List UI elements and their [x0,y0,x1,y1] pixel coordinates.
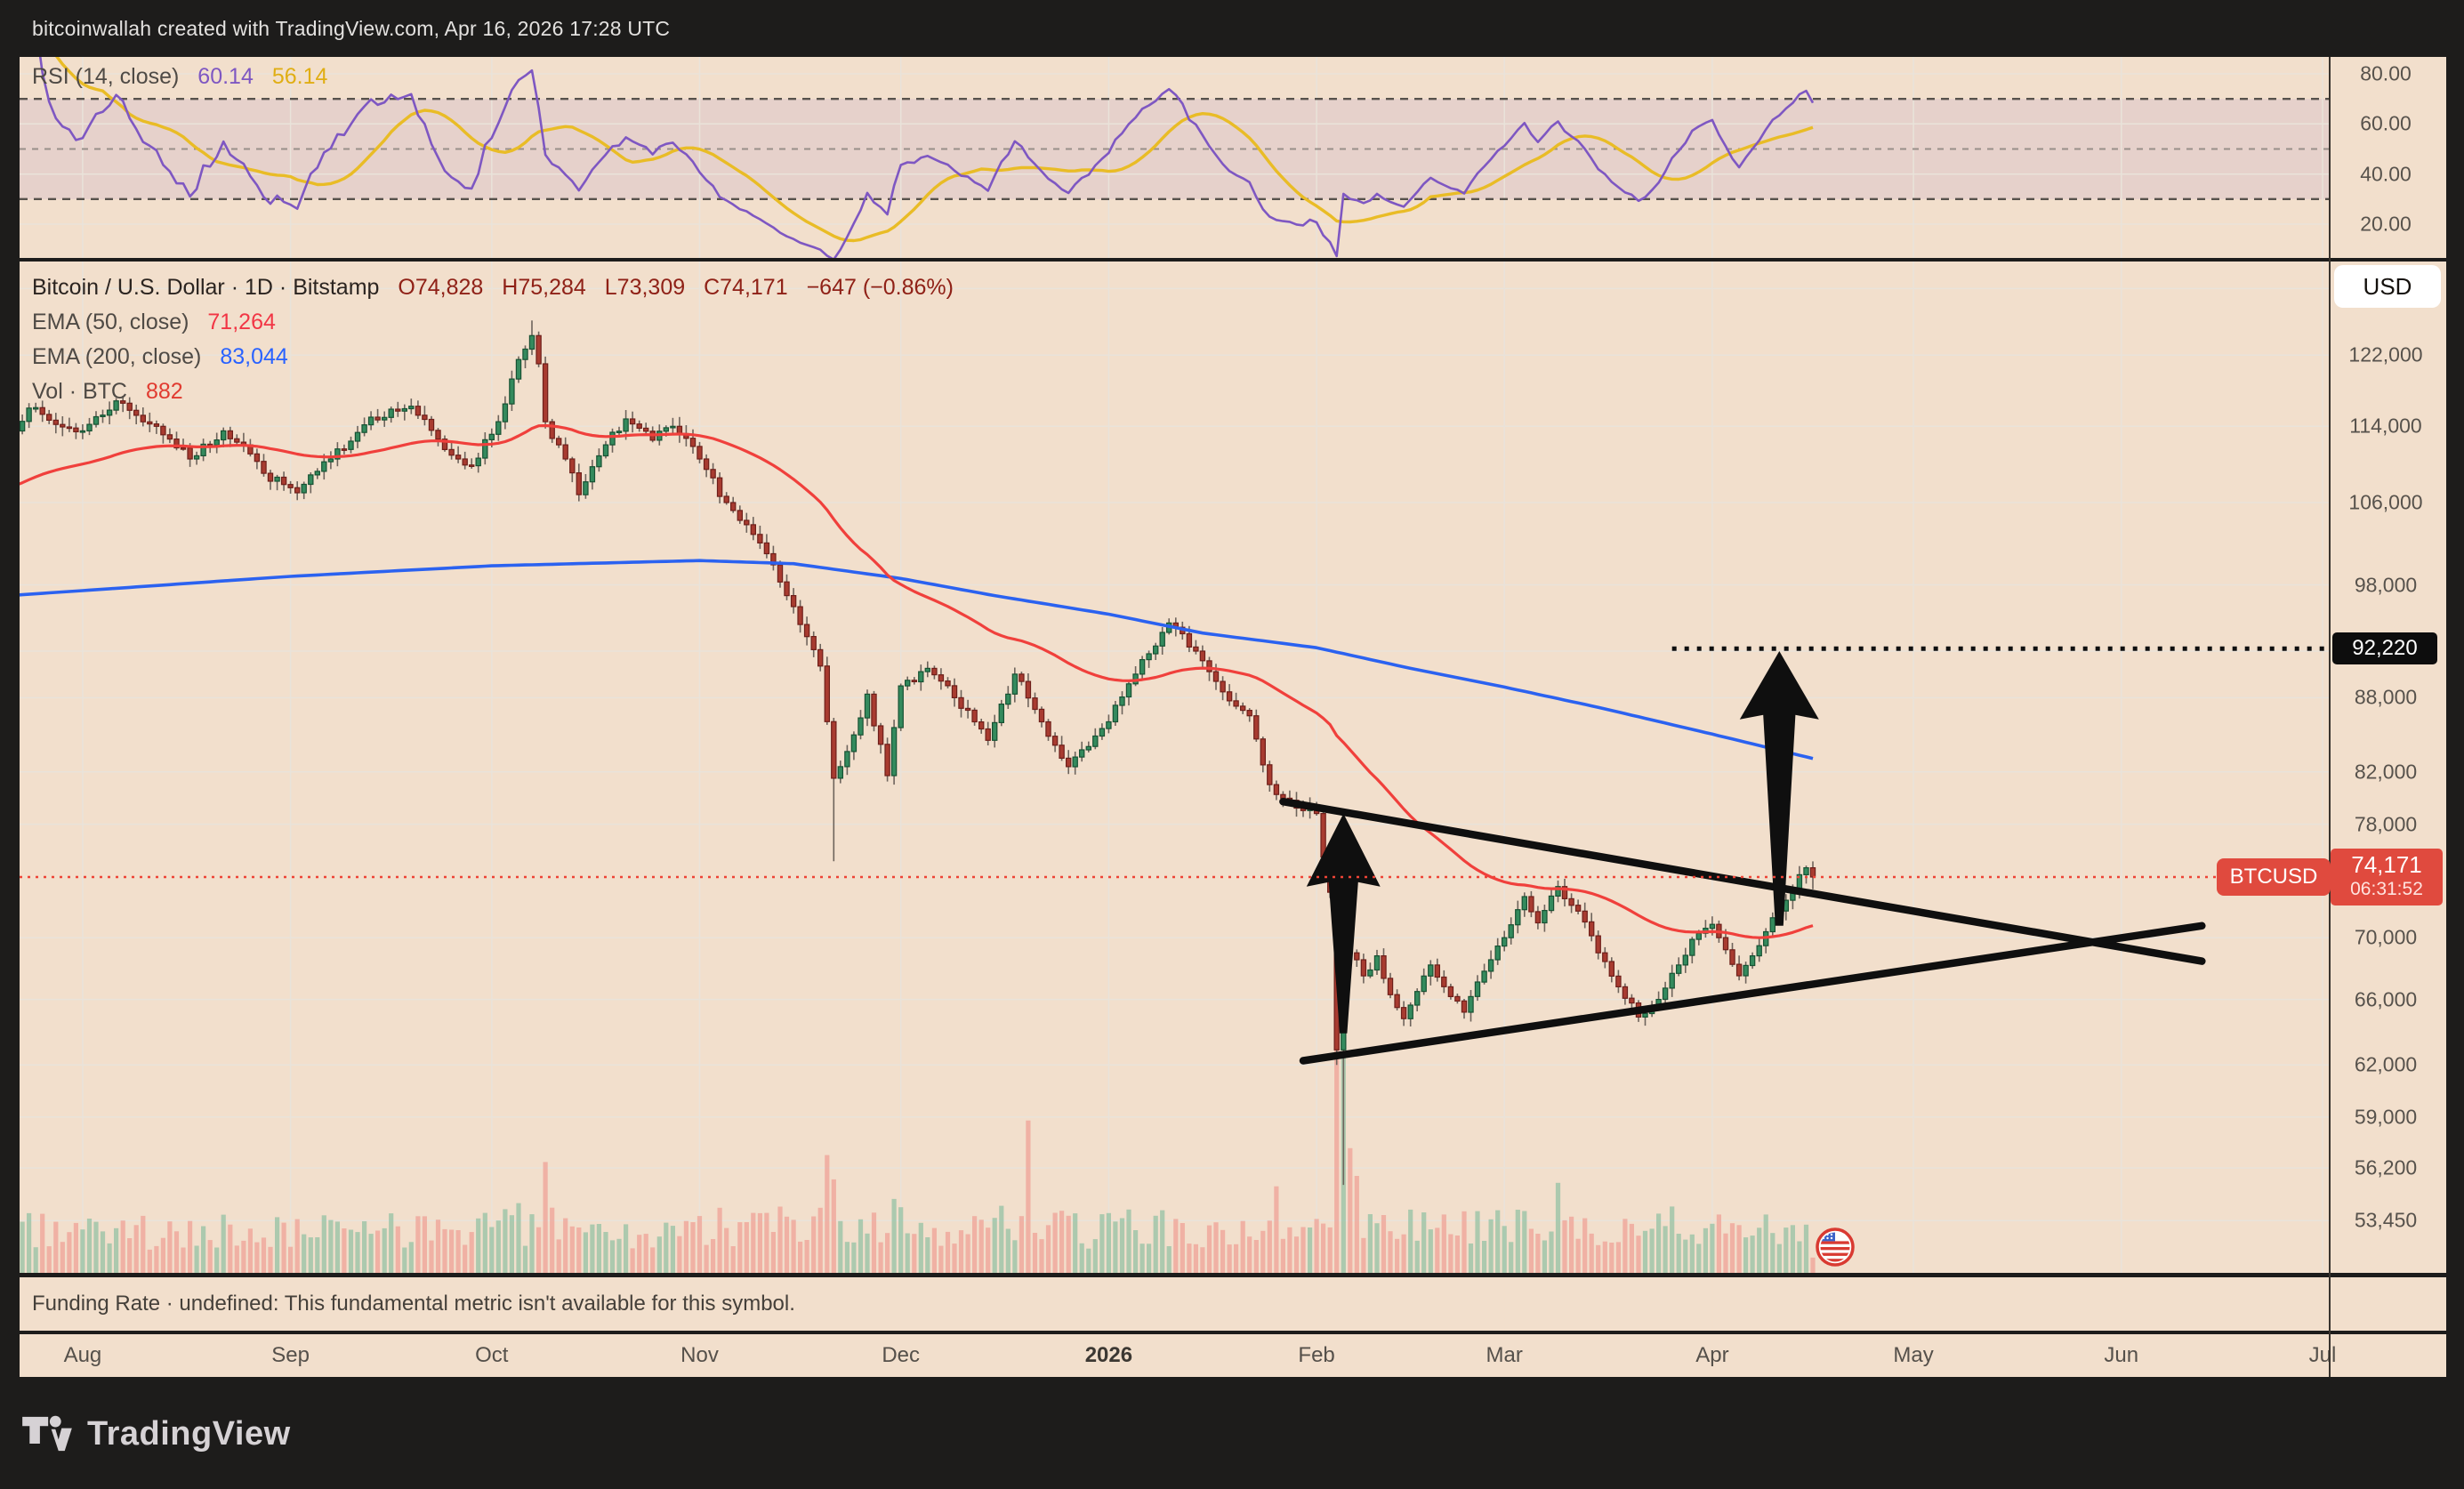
funding-rate-message: Funding Rate · undefined: This fundament… [32,1292,795,1316]
rsi-scale-tick: 80.00 [2360,61,2412,85]
price-scale-tick: 78,000 [2354,812,2418,836]
exchange: Bitstamp [293,275,380,300]
price-scale-tick: 114,000 [2349,414,2422,438]
volume-legend-row[interactable]: Vol · BTC 882 [32,374,954,409]
time-axis-label: Oct [475,1343,509,1367]
bar-countdown: 06:31:52 [2350,878,2423,899]
time-axis-label: Feb [1298,1343,1335,1367]
ohlc-open: O74,828 [398,275,484,300]
target-price-label: 92,220 [2332,632,2437,665]
tradingview-logo-icon [22,1415,72,1452]
time-axis-label: May [1893,1343,1934,1367]
last-price-label: 74,171 06:31:52 [2331,848,2443,905]
price-scale-tick: 53,450 [2354,1208,2418,1232]
time-axis-label: Dec [882,1343,921,1367]
vol-label: Vol · BTC [32,379,127,404]
main-legend[interactable]: Bitcoin / U.S. Dollar · 1D · Bitstamp O7… [32,270,954,409]
time-axis-pane[interactable] [20,1334,2446,1377]
ema200-label: EMA (200, close) [32,344,202,369]
price-scale-tick: 62,000 [2354,1052,2418,1076]
price-scale-tick: 88,000 [2354,685,2418,709]
ema50-legend-row[interactable]: EMA (50, close) 71,264 [32,305,954,340]
header-bar: bitcoinwallah created with TradingView.c… [0,0,2464,57]
price-scale-tick: 59,000 [2354,1105,2418,1129]
tradingview-logo[interactable]: TradingView [21,1409,291,1459]
ema200-legend-row[interactable]: EMA (200, close) 83,044 [32,340,954,374]
time-axis-label: Nov [680,1343,719,1367]
rsi-scale-tick: 40.00 [2360,162,2412,186]
time-axis-labels[interactable]: Aug Sep Oct Nov Dec 2026 Feb Mar Apr May Jun Jul [20,1334,2337,1377]
price-scale-tick: 122,000 [2348,342,2423,366]
price-plot[interactable] [20,262,2329,1273]
time-axis-label: Mar [1486,1343,1523,1367]
price-scale-tick: 106,000 [2348,490,2423,514]
symbol-price-marker: BTCUSD [2217,858,2331,896]
rsi-scale-tick: 20.00 [2360,212,2412,236]
price-scale-tick: 82,000 [2354,760,2418,784]
ema50-value: 71,264 [207,310,276,334]
price-scale[interactable]: USD 92,220 74,171 06:31:52 80.00 60.00 40.… [2331,57,2444,1377]
price-scale-tick: 70,000 [2354,925,2418,949]
rsi-value: 60.14 [197,64,254,89]
price-scale-separator [2329,57,2331,1377]
time-axis-label: Aug [63,1343,102,1367]
rsi-ma-value: 56.14 [271,64,328,89]
price-scale-tick: 98,000 [2354,573,2418,597]
time-axis-label: Sep [271,1343,310,1367]
last-price-value: 74,171 [2351,850,2422,878]
change-value: −647 (−0.86%) [806,275,954,300]
us-flag-icon [1816,1227,1855,1267]
rsi-legend-label: RSI (14, close) [32,64,180,89]
rsi-pane[interactable]: RSI (14, close) 60.14 56.14 [20,57,2446,258]
rsi-scale-tick: 60.00 [2360,111,2412,135]
time-axis-label: Jun [2104,1343,2139,1367]
symbol-title: Bitcoin / U.S. Dollar [32,275,225,300]
rsi-plot[interactable] [20,57,2329,258]
symbol-legend-row[interactable]: Bitcoin / U.S. Dollar · 1D · Bitstamp O7… [32,275,954,300]
interval: 1D [244,275,273,300]
price-scale-tick: 56,200 [2354,1155,2418,1179]
ohlc-close: C74,171 [704,275,788,300]
time-axis-label: Apr [1695,1343,1729,1367]
time-axis-label: Jul [2308,1343,2337,1367]
ohlc-high: H75,284 [502,275,586,300]
rsi-legend[interactable]: RSI (14, close) 60.14 56.14 [32,64,327,90]
header-title: bitcoinwallah created with TradingView.c… [32,17,671,40]
time-axis-label: 2026 [1084,1343,1133,1367]
main-price-pane[interactable]: Bitcoin / U.S. Dollar · 1D · Bitstamp O7… [20,262,2446,1273]
vol-value: 882 [145,379,183,404]
tradingview-brand-text: TradingView [87,1414,291,1453]
ohlc-low: L73,309 [604,275,686,300]
currency-toggle-button[interactable]: USD [2334,265,2441,308]
ema50-label: EMA (50, close) [32,310,189,334]
funding-rate-pane: Funding Rate · undefined: This fundament… [20,1277,2446,1331]
ema200-value: 83,044 [220,344,288,369]
price-scale-tick: 66,000 [2354,987,2418,1011]
